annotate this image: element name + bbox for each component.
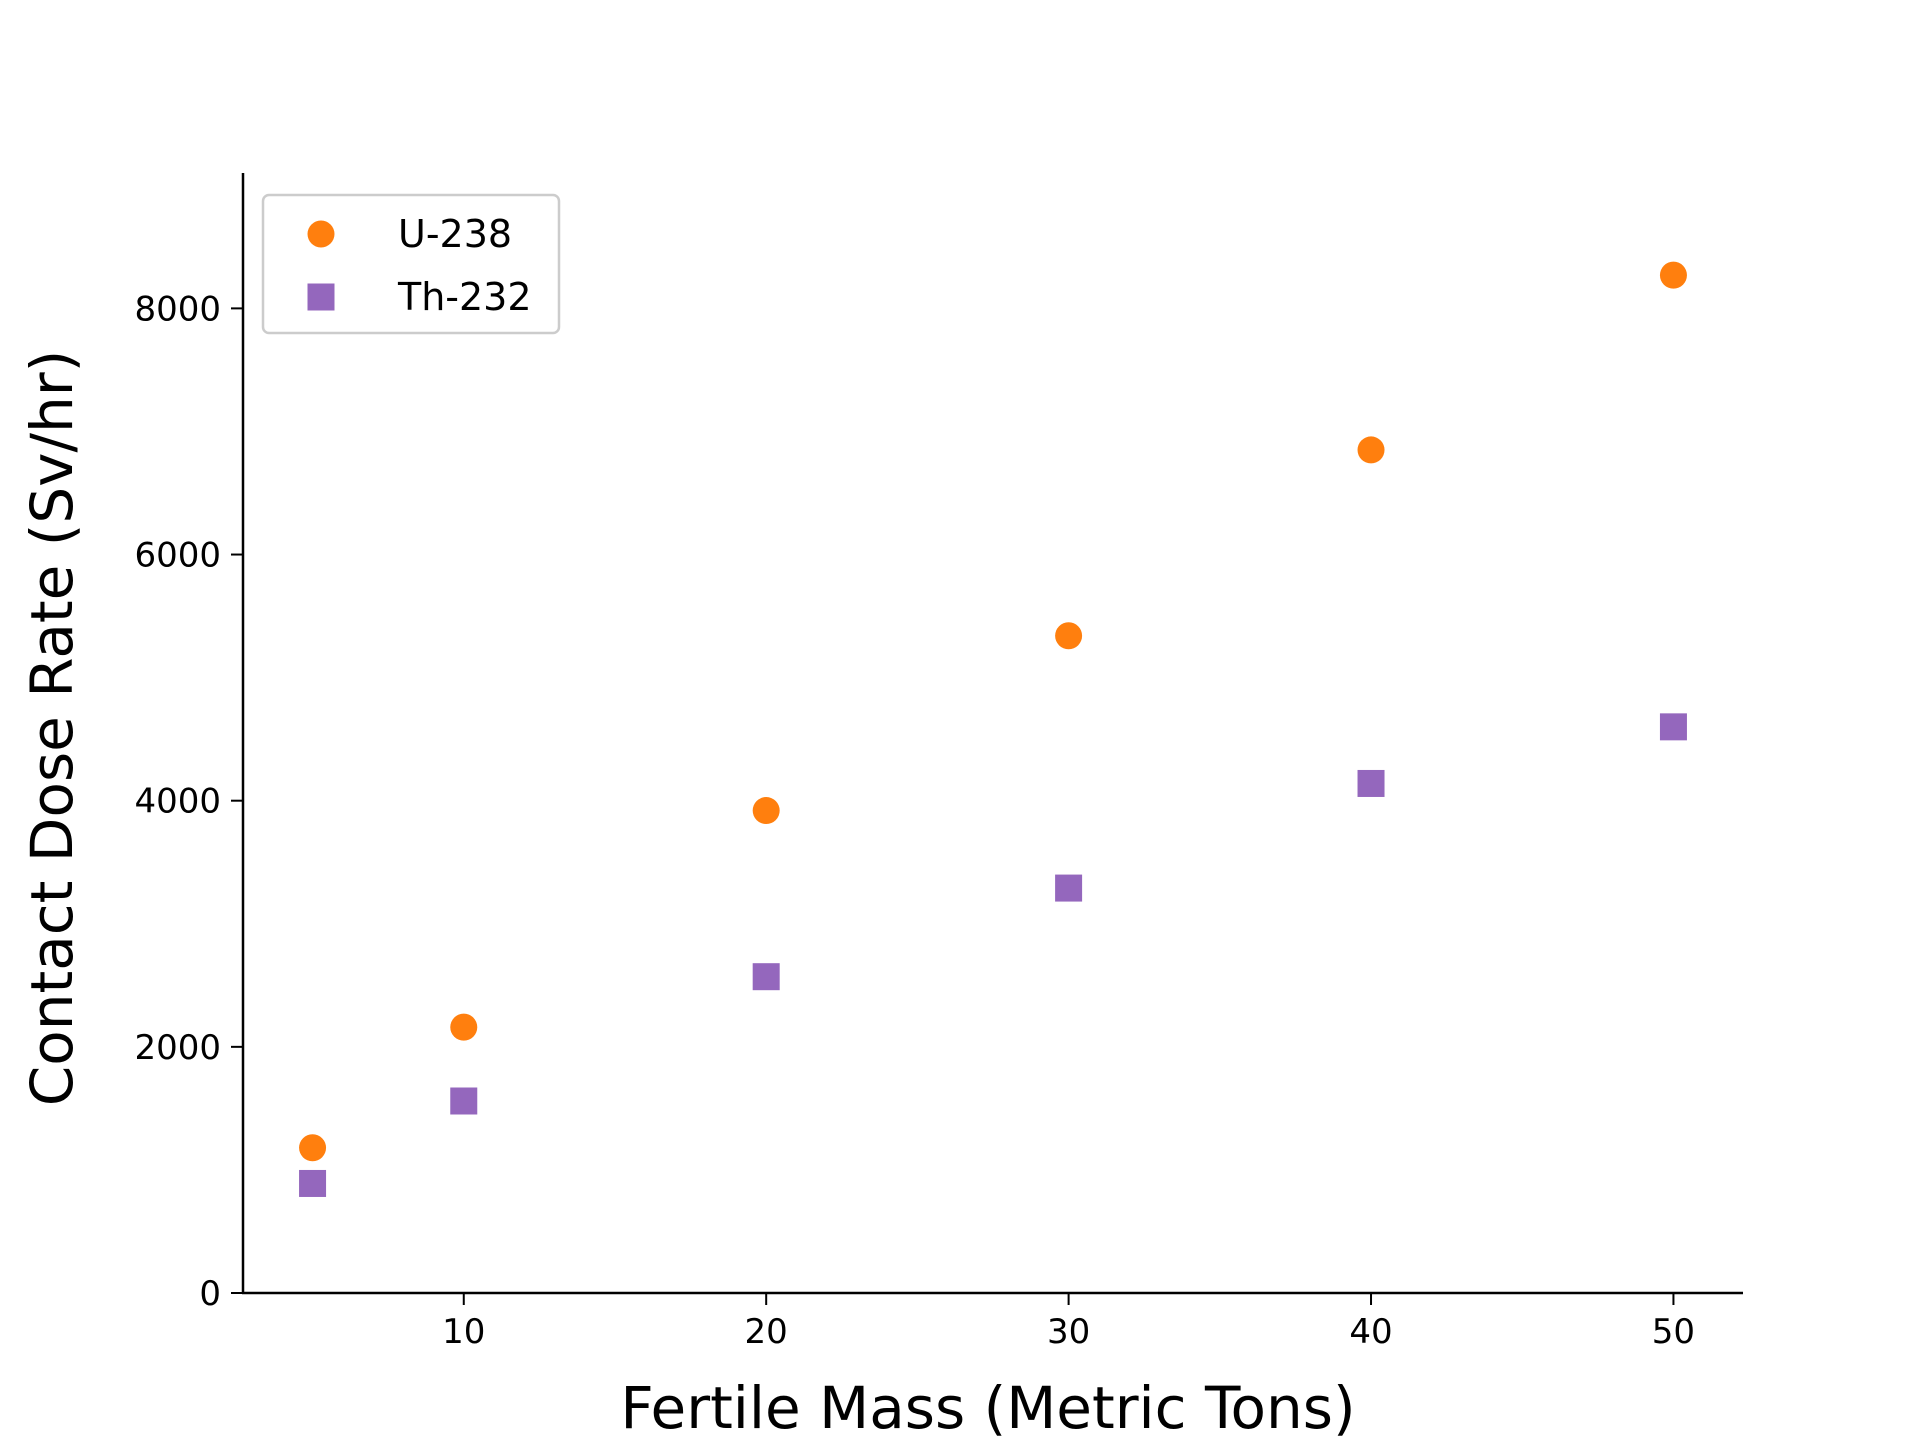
u-238-point bbox=[1357, 436, 1385, 464]
y-tick-label: 8000 bbox=[134, 289, 221, 329]
legend: U-238 Th-232 bbox=[261, 193, 561, 335]
th-232-point bbox=[299, 1169, 327, 1197]
y-tick-label: 4000 bbox=[134, 782, 221, 822]
x-tick-label: 50 bbox=[1652, 1312, 1695, 1352]
axes: 10 20 30 40 50 0 2000 4000 6000 8000 bbox=[134, 173, 1743, 1352]
th-232-point bbox=[450, 1087, 478, 1115]
legend-box bbox=[261, 193, 561, 335]
legend-marker-u-238 bbox=[307, 220, 335, 248]
y-tick-label: 0 bbox=[199, 1274, 221, 1314]
x-tick-label: 40 bbox=[1349, 1312, 1392, 1352]
u-238-point bbox=[450, 1013, 478, 1041]
x-tick-label: 20 bbox=[745, 1312, 788, 1352]
legend-marker-th-232 bbox=[307, 283, 335, 311]
th-232-point bbox=[752, 963, 780, 991]
x-tick-label: 10 bbox=[442, 1312, 485, 1352]
u-238-point bbox=[1055, 622, 1083, 650]
y-tick-label: 2000 bbox=[134, 1028, 221, 1068]
legend-label-th-232: Th-232 bbox=[397, 275, 532, 319]
th-232-point bbox=[1659, 713, 1687, 741]
u-238-point bbox=[1659, 261, 1687, 289]
th-232-point bbox=[1055, 874, 1083, 902]
x-axis-label: Fertile Mass (Metric Tons) bbox=[620, 1374, 1355, 1440]
u-238-point bbox=[299, 1134, 327, 1162]
data-marks bbox=[299, 261, 1687, 1197]
x-tick-label: 30 bbox=[1047, 1312, 1090, 1352]
legend-label-u-238: U-238 bbox=[398, 212, 512, 256]
th-232-point bbox=[1357, 769, 1385, 797]
y-tick-label: 6000 bbox=[134, 536, 221, 576]
y-axis-label: Contact Dose Rate (Sv/hr) bbox=[18, 350, 86, 1107]
u-238-point bbox=[752, 797, 780, 825]
